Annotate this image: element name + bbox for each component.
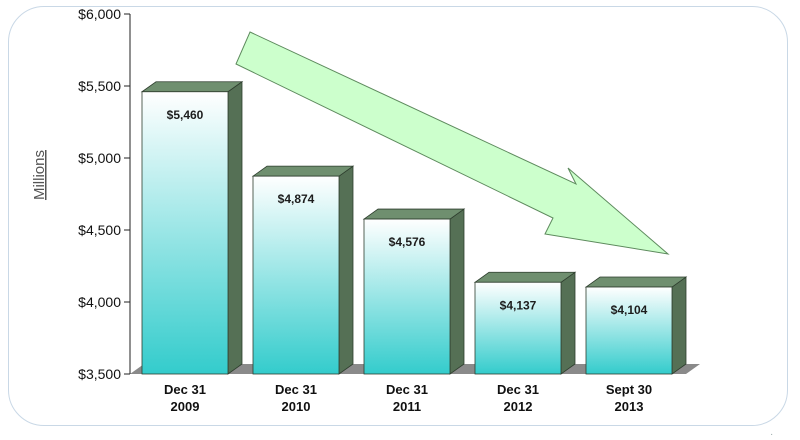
y-tick-label: $4,500 [78,222,121,238]
bar: $4,576 [362,208,466,375]
bar-value-label: $5,460 [167,108,204,122]
y-tick-label: $5,500 [78,78,121,94]
y-axis-label: Millions [31,150,48,200]
x-tick-label: Dec 31 [164,382,206,397]
x-tick-label: 2009 [171,399,200,414]
x-tick-label: Dec 31 [497,382,539,397]
corner-dot: · [770,429,774,440]
y-tick-label: $4,000 [78,294,121,310]
x-tick-label: Dec 31 [275,382,317,397]
bar-front [141,91,229,375]
x-tick-label: Sept 30 [606,382,652,397]
trend-arrow [235,31,670,255]
bar-cap [362,208,466,220]
bar-front [474,281,562,375]
bar-cap [140,81,244,93]
bar-value-label: $4,576 [389,235,426,249]
bar: $4,104 [584,276,688,375]
bar-value-label: $4,874 [278,192,315,206]
bar: $4,137 [473,271,577,375]
x-tick-label: 2011 [393,399,421,414]
bar: $4,874 [251,165,355,375]
y-tick-label: $6,000 [78,6,121,22]
bar-side [560,271,576,375]
bar-side [449,208,465,375]
x-axis-labels: Dec 31 2009 Dec 31 2010 Dec 31 2011 Dec 31 2012… [164,382,652,414]
bar-cap [584,276,688,288]
x-tick-label: 2013 [615,399,644,414]
bar-cap [473,271,577,283]
bar-front [252,175,340,375]
bar: $5,460 [140,80,244,375]
bar-side [671,276,687,375]
bar-side [338,165,354,375]
y-tick-label: $3,500 [78,366,121,382]
bar-front [363,218,451,375]
x-tick-label: Dec 31 [386,382,428,397]
bar-value-label: $4,104 [611,303,648,317]
bar-cap [251,165,355,177]
bar-value-label: $4,137 [500,298,537,312]
bar-side [227,80,243,375]
bars: $5,460 $4,874 $4,576 $4,137 $4,104 [140,80,688,375]
x-tick-label: 2010 [282,399,311,414]
y-axis-ticks: $3,500 $4,000 $4,500 $5,000 $5,500 $6,000 [78,6,130,382]
y-tick-label: $5,000 [78,150,121,166]
bar-front [585,286,673,375]
x-tick-label: 2012 [504,399,533,414]
